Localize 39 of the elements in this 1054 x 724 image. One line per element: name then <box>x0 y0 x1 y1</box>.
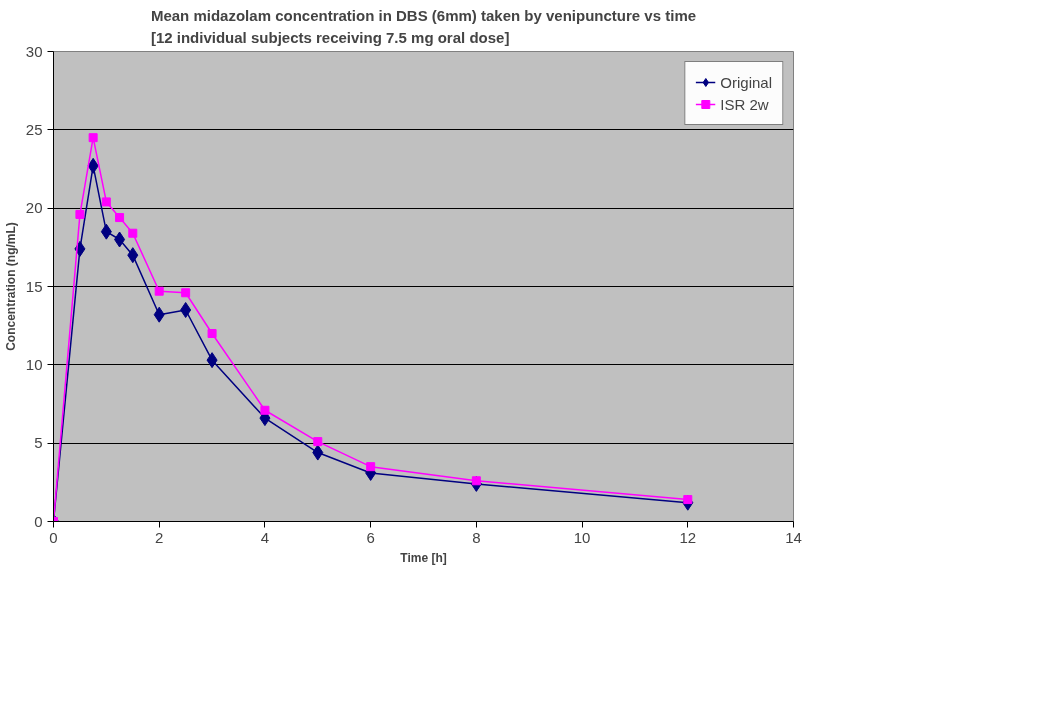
legend-label: ISR 2w <box>720 95 769 113</box>
point <box>313 437 323 447</box>
point <box>180 302 192 318</box>
point <box>115 213 125 223</box>
x-tick-label: 6 <box>366 528 375 546</box>
x-tick-label: 12 <box>679 528 697 546</box>
point <box>114 231 126 248</box>
y-tick-label: 25 <box>25 120 43 138</box>
y-tick-label: 0 <box>34 512 43 530</box>
chart-title: Mean midazolam concentration in DBS (6mm) taken by venipuncture vs time [12 individual subjects receiving 7.5 mg oral dose] <box>150 7 697 47</box>
y-tick-label: 10 <box>25 355 43 373</box>
point <box>181 288 191 298</box>
point <box>100 223 112 240</box>
point <box>127 247 139 264</box>
legend-label: Original <box>720 73 772 91</box>
y-tick-label: 30 <box>25 42 43 60</box>
y-tick-label: 15 <box>25 277 43 295</box>
x-tick-label: 0 <box>49 528 58 546</box>
point <box>207 329 217 338</box>
point <box>153 306 165 323</box>
x-tick-label: 10 <box>573 528 591 546</box>
point <box>154 286 164 296</box>
x-tick-label: 4 <box>260 528 270 546</box>
x-axis-title: Time [h] <box>400 550 447 565</box>
point <box>87 157 99 174</box>
point <box>101 197 111 207</box>
y-tick-label: 5 <box>34 434 43 452</box>
point <box>206 352 218 369</box>
x-tick-label: 8 <box>472 528 481 546</box>
point <box>75 209 85 219</box>
point <box>260 405 270 415</box>
y-axis-title: Concentration (ng/mL) <box>3 222 18 351</box>
point <box>366 462 376 472</box>
x-tick-label: 14 <box>785 528 802 546</box>
point <box>88 133 98 143</box>
x-tick-label: 2 <box>155 528 164 546</box>
point <box>312 444 324 461</box>
y-tick-label: 20 <box>25 199 43 217</box>
point <box>128 228 138 238</box>
